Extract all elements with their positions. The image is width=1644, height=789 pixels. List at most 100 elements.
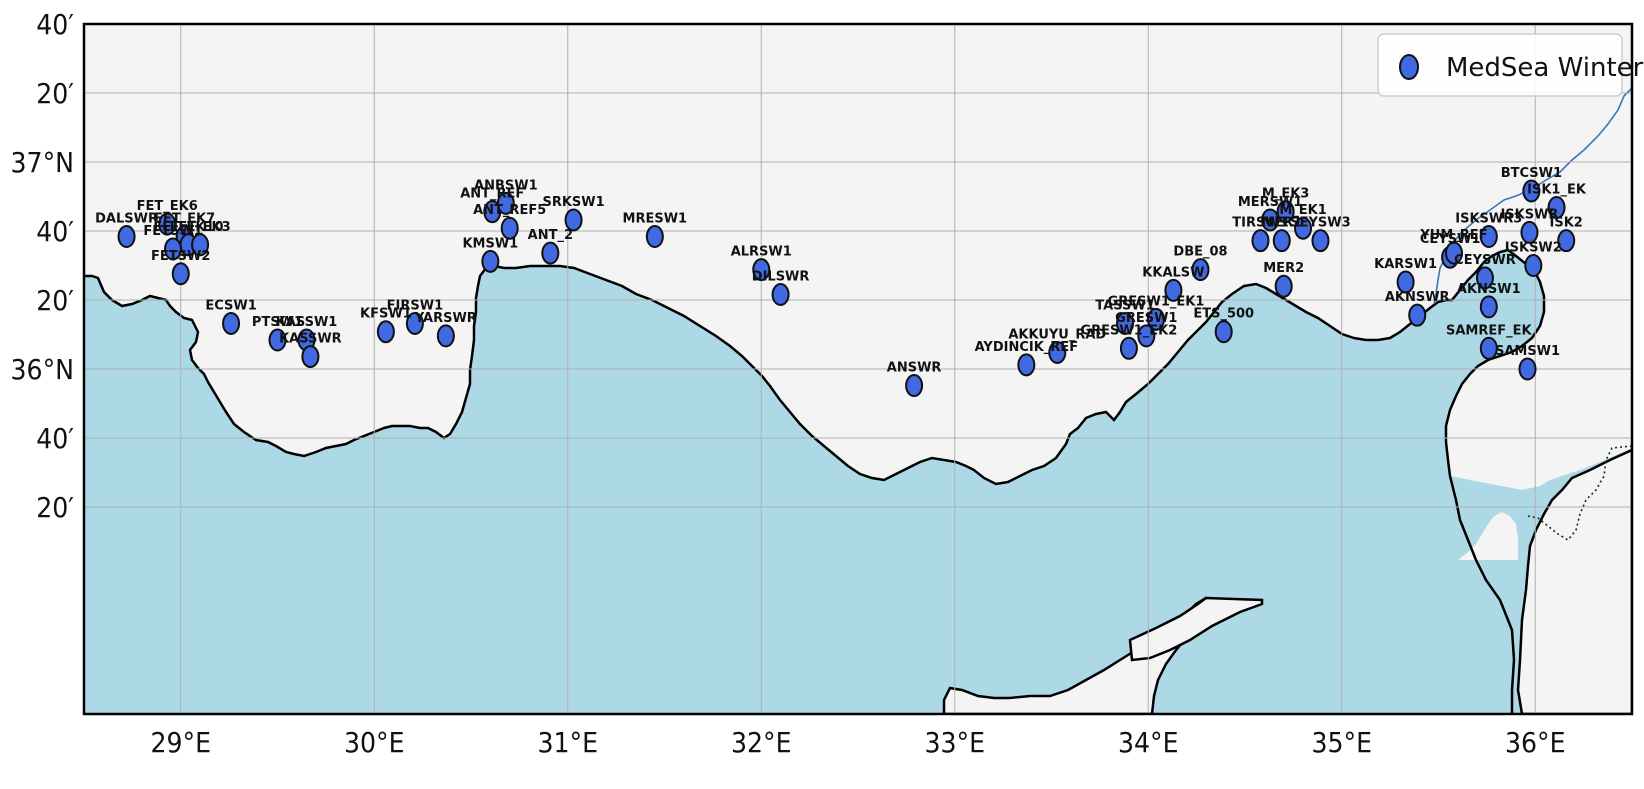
- station-marker[interactable]: [1479, 295, 1498, 319]
- station-dot[interactable]: [1116, 311, 1135, 335]
- station-dot[interactable]: [117, 225, 136, 249]
- station-dot[interactable]: [1048, 340, 1067, 364]
- station-dot[interactable]: [1276, 200, 1295, 224]
- station-marker[interactable]: [1475, 266, 1494, 290]
- station-dot[interactable]: [222, 311, 241, 335]
- station-dot[interactable]: [771, 282, 790, 306]
- station-marker[interactable]: [1518, 357, 1537, 381]
- station-marker[interactable]: [1479, 336, 1498, 360]
- station-marker[interactable]: [117, 225, 136, 249]
- station-label: ECSW1: [205, 298, 256, 313]
- station-marker[interactable]: [405, 311, 424, 335]
- station-dot[interactable]: [541, 241, 560, 265]
- station-marker[interactable]: [1116, 311, 1135, 335]
- station-dot[interactable]: [1251, 229, 1270, 253]
- station-marker[interactable]: [171, 262, 190, 286]
- station-marker[interactable]: [481, 249, 500, 273]
- station-marker[interactable]: [1191, 258, 1210, 282]
- station-marker[interactable]: [541, 241, 560, 265]
- station-dot[interactable]: [1311, 229, 1330, 253]
- station-dot[interactable]: [1137, 324, 1156, 348]
- station-dot[interactable]: [1475, 266, 1494, 290]
- station-marker[interactable]: [496, 191, 515, 215]
- station-marker[interactable]: [436, 324, 455, 348]
- station-marker[interactable]: [1520, 220, 1539, 244]
- station-dot[interactable]: [1547, 196, 1566, 220]
- station-marker[interactable]: [1522, 179, 1541, 203]
- station-dot[interactable]: [1017, 353, 1036, 377]
- station-marker[interactable]: [158, 212, 177, 236]
- station-marker[interactable]: [1276, 200, 1295, 224]
- station-dot[interactable]: [1408, 303, 1427, 327]
- station-marker[interactable]: [164, 237, 183, 261]
- station-marker[interactable]: [1547, 196, 1566, 220]
- station-marker[interactable]: [301, 345, 320, 369]
- station-marker[interactable]: [1251, 229, 1270, 253]
- station-marker[interactable]: [1048, 340, 1067, 364]
- station-marker[interactable]: [376, 320, 395, 344]
- station-dot[interactable]: [1146, 307, 1165, 331]
- station-dot[interactable]: [1294, 216, 1313, 240]
- station-dot[interactable]: [500, 216, 519, 240]
- station-dot[interactable]: [1396, 270, 1415, 294]
- station-dot[interactable]: [1522, 179, 1541, 203]
- station-dot[interactable]: [1214, 320, 1233, 344]
- station-marker[interactable]: [1479, 225, 1498, 249]
- station-dot[interactable]: [1524, 254, 1543, 277]
- station-marker[interactable]: [1261, 208, 1280, 232]
- station-dot[interactable]: [752, 258, 771, 282]
- station-dot[interactable]: [905, 374, 924, 398]
- station-dot[interactable]: [481, 249, 500, 273]
- station-dot[interactable]: [1557, 229, 1576, 253]
- station-dot[interactable]: [1164, 278, 1183, 302]
- station-dot[interactable]: [1479, 225, 1498, 249]
- station-dot[interactable]: [1272, 229, 1291, 253]
- station-dot[interactable]: [301, 345, 320, 369]
- station-dot[interactable]: [191, 233, 210, 257]
- station-dot[interactable]: [171, 262, 190, 286]
- station-dot[interactable]: [164, 237, 183, 261]
- station-dot[interactable]: [645, 225, 664, 249]
- station-marker[interactable]: [1408, 303, 1427, 327]
- station-marker[interactable]: [752, 258, 771, 282]
- station-marker[interactable]: [1274, 274, 1293, 298]
- station-dot[interactable]: [376, 320, 395, 344]
- station-marker[interactable]: [1214, 320, 1233, 344]
- station-dot[interactable]: [268, 328, 287, 352]
- station-marker[interactable]: [1017, 353, 1036, 377]
- station-dot[interactable]: [1274, 274, 1293, 298]
- station-dot[interactable]: [158, 212, 177, 236]
- station-dot[interactable]: [1518, 357, 1537, 381]
- station-marker[interactable]: [500, 216, 519, 240]
- station-dot[interactable]: [1191, 258, 1210, 282]
- station-marker[interactable]: [191, 233, 210, 257]
- station-marker[interactable]: [564, 208, 583, 232]
- station-marker[interactable]: [1119, 336, 1138, 360]
- station-marker[interactable]: [1164, 278, 1183, 302]
- station-dot[interactable]: [496, 191, 515, 215]
- station-dot[interactable]: [436, 324, 455, 348]
- station-marker[interactable]: [1557, 229, 1576, 253]
- station-marker[interactable]: [1272, 229, 1291, 253]
- station-marker[interactable]: [771, 282, 790, 306]
- station-marker[interactable]: [645, 225, 664, 249]
- station-marker[interactable]: [1146, 307, 1165, 331]
- station-dot[interactable]: [1119, 336, 1138, 360]
- station-dot[interactable]: [1520, 220, 1539, 244]
- station-marker[interactable]: [222, 311, 241, 335]
- station-dot[interactable]: [564, 208, 583, 232]
- station-dot[interactable]: [1261, 208, 1280, 232]
- station-dot[interactable]: [1479, 336, 1498, 360]
- station-marker[interactable]: [905, 374, 924, 398]
- station-dot[interactable]: [405, 311, 424, 335]
- station-dot[interactable]: [1444, 241, 1463, 265]
- station-marker[interactable]: [1294, 216, 1313, 240]
- station-marker[interactable]: [268, 328, 287, 352]
- station-dot[interactable]: [1479, 295, 1498, 319]
- station-marker[interactable]: [1444, 241, 1463, 265]
- station-marker[interactable]: [1137, 324, 1156, 348]
- station-marker[interactable]: [1311, 229, 1330, 253]
- station-marker[interactable]: [1524, 254, 1543, 277]
- lat-tick-label: 40′: [36, 422, 74, 455]
- station-marker[interactable]: [1396, 270, 1415, 294]
